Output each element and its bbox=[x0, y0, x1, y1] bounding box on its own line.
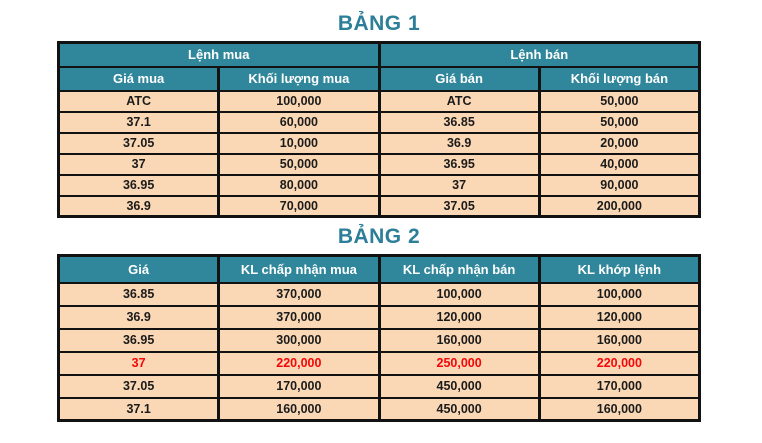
table-cell: 36.85 bbox=[58, 281, 219, 306]
table-cell: 370,000 bbox=[217, 281, 379, 306]
table-cell: 36.95 bbox=[58, 327, 219, 352]
table-cell: 370,000 bbox=[217, 304, 379, 329]
table-cell: 450,000 bbox=[377, 373, 540, 398]
table-cell: 100,000 bbox=[217, 89, 379, 112]
table-cell: 160,000 bbox=[377, 327, 540, 352]
column-header-accepted-sell-volume: KL chấp nhận bán bbox=[377, 254, 540, 284]
table-row: 37.05 10,000 36.9 20,000 bbox=[58, 131, 700, 154]
column-header-buy-price: Giá mua bbox=[58, 65, 219, 92]
table1-body: ATC 100,000 ATC 50,000 37.1 60,000 36.85 50,000… bbox=[58, 89, 700, 217]
column-header-buy-volume: Khối lượng mua bbox=[217, 65, 379, 92]
table-cell: 80,000 bbox=[217, 173, 379, 196]
table1-header: Lệnh mua Lệnh bán Giá mua Khối lượng mua… bbox=[58, 41, 700, 92]
table-cell: 100,000 bbox=[377, 281, 540, 306]
table1-title: BẢNG 1 bbox=[337, 12, 421, 35]
table1-column-header-row: Giá mua Khối lượng mua Giá bán Khối lượn… bbox=[58, 65, 700, 92]
table-cell: 37 bbox=[58, 350, 219, 375]
table-row: 37.1 60,000 36.85 50,000 bbox=[58, 110, 700, 133]
table-cell: 160,000 bbox=[537, 396, 700, 421]
table-row: 37.05 170,000 450,000 170,000 bbox=[58, 373, 700, 398]
table-cell: 200,000 bbox=[537, 194, 700, 217]
table-cell: 37.05 bbox=[58, 373, 219, 398]
column-header-sell-volume: Khối lượng bán bbox=[537, 65, 700, 92]
table-row: 36.9 370,000 120,000 120,000 bbox=[58, 304, 700, 329]
table-cell: 10,000 bbox=[217, 131, 379, 154]
table-cell: 50,000 bbox=[217, 152, 379, 175]
table-cell: 37.1 bbox=[58, 396, 219, 421]
table2-section: BẢNG 2 Giá KL chấp nhận mua KL chấp nhận… bbox=[57, 225, 701, 422]
table-cell: 60,000 bbox=[217, 110, 379, 133]
table-cell: 36.85 bbox=[377, 110, 540, 133]
table-cell: 37 bbox=[58, 152, 219, 175]
table-cell: 37.1 bbox=[58, 110, 219, 133]
table-row: 36.95 80,000 37 90,000 bbox=[58, 173, 700, 196]
table-cell: 36.95 bbox=[377, 152, 540, 175]
table-row: 37 220,000 250,000 220,000 bbox=[58, 350, 700, 375]
table-row: 36.95 300,000 160,000 160,000 bbox=[58, 327, 700, 352]
table-cell: ATC bbox=[377, 89, 540, 112]
table-cell: 300,000 bbox=[217, 327, 379, 352]
table-cell: 160,000 bbox=[217, 396, 379, 421]
table-cell: 120,000 bbox=[377, 304, 540, 329]
column-header-price: Giá bbox=[58, 254, 219, 284]
table-cell: 70,000 bbox=[217, 194, 379, 217]
table-cell: 50,000 bbox=[537, 110, 700, 133]
table-cell: 37.05 bbox=[377, 194, 540, 217]
table2-title: BẢNG 2 bbox=[337, 225, 421, 248]
table-cell: 170,000 bbox=[217, 373, 379, 398]
column-header-sell-price: Giá bán bbox=[377, 65, 540, 92]
table-cell: 36.9 bbox=[58, 194, 219, 217]
table-cell: 90,000 bbox=[537, 173, 700, 196]
table-cell: 20,000 bbox=[537, 131, 700, 154]
matching-table: Giá KL chấp nhận mua KL chấp nhận bán KL… bbox=[57, 254, 701, 422]
table-row: 37 50,000 36.95 40,000 bbox=[58, 152, 700, 175]
table-row: ATC 100,000 ATC 50,000 bbox=[58, 89, 700, 112]
table-row: 36.9 70,000 37.05 200,000 bbox=[58, 194, 700, 217]
table-cell: 36.9 bbox=[58, 304, 219, 329]
table1-group-header-row: Lệnh mua Lệnh bán bbox=[58, 41, 700, 67]
table-cell: ATC bbox=[58, 89, 219, 112]
table-cell: 220,000 bbox=[217, 350, 379, 375]
column-header-accepted-buy-volume: KL chấp nhận mua bbox=[217, 254, 379, 284]
table-row: 37.1 160,000 450,000 160,000 bbox=[58, 396, 700, 421]
column-header-matched-volume: KL khớp lệnh bbox=[537, 254, 700, 284]
order-book-table: Lệnh mua Lệnh bán Giá mua Khối lượng mua… bbox=[57, 41, 701, 218]
table-cell: 36.9 bbox=[377, 131, 540, 154]
table-cell: 170,000 bbox=[537, 373, 700, 398]
table2-body: 36.85 370,000 100,000 100,000 36.9 370,000 120… bbox=[58, 281, 700, 421]
group-header-sell-orders: Lệnh bán bbox=[377, 41, 700, 67]
table2-header: Giá KL chấp nhận mua KL chấp nhận bán KL… bbox=[58, 254, 700, 284]
table-cell: 37 bbox=[377, 173, 540, 196]
table-cell: 40,000 bbox=[537, 152, 700, 175]
table-cell: 36.95 bbox=[58, 173, 219, 196]
table1-section: BẢNG 1 Lệnh mua Lệnh bán Giá mua Khối lư… bbox=[57, 12, 701, 218]
table-cell: 37.05 bbox=[58, 131, 219, 154]
table-row: 36.85 370,000 100,000 100,000 bbox=[58, 281, 700, 306]
table-cell: 220,000 bbox=[537, 350, 700, 375]
table-cell: 160,000 bbox=[537, 327, 700, 352]
group-header-buy-orders: Lệnh mua bbox=[58, 41, 379, 67]
table-cell: 120,000 bbox=[537, 304, 700, 329]
table-cell: 250,000 bbox=[377, 350, 540, 375]
table-cell: 450,000 bbox=[377, 396, 540, 421]
table-cell: 100,000 bbox=[537, 281, 700, 306]
table-cell: 50,000 bbox=[537, 89, 700, 112]
table2-column-header-row: Giá KL chấp nhận mua KL chấp nhận bán KL… bbox=[58, 254, 700, 284]
